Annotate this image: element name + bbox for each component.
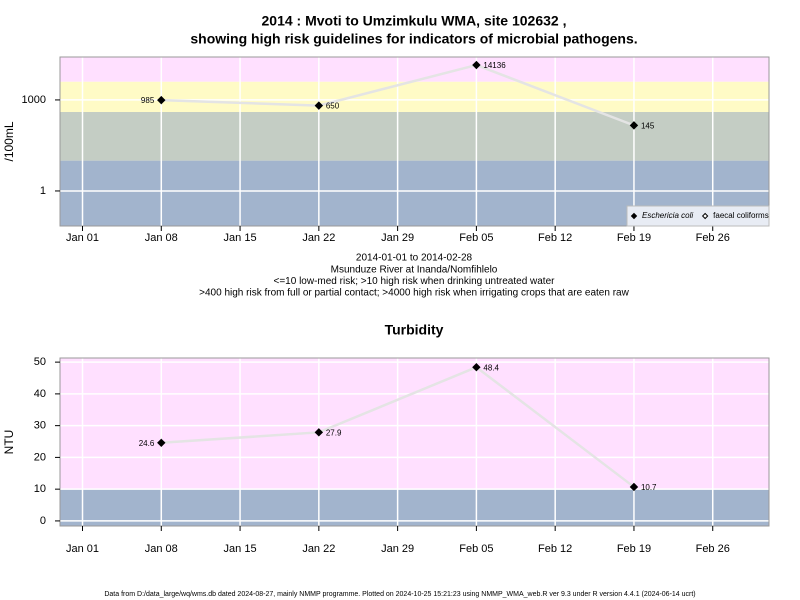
x-tick-label: Feb 19 xyxy=(617,232,651,244)
risk-band xyxy=(60,112,769,161)
x-tick-label: Jan 15 xyxy=(224,543,257,555)
data-label: 24.6 xyxy=(139,439,155,448)
y-tick-label: 50 xyxy=(34,356,46,368)
data-point xyxy=(629,482,639,492)
y-tick-label: 40 xyxy=(34,388,46,400)
series-line xyxy=(161,365,635,488)
x-tick-label: Jan 08 xyxy=(145,232,178,244)
data-label: 14136 xyxy=(483,61,506,70)
x-tick-label: Feb 26 xyxy=(696,232,730,244)
y-tick-label: 10 xyxy=(34,483,46,495)
plot-border xyxy=(59,56,770,227)
data-point xyxy=(314,101,324,110)
data-point xyxy=(472,60,481,70)
risk-band xyxy=(60,358,769,490)
footer: Data from D:/data_large/wq/wms.db dated … xyxy=(104,591,695,598)
data-label: 48.4 xyxy=(483,363,499,372)
plot-area xyxy=(60,358,769,526)
chart-note: <=10 low-med risk; >10 high risk when dr… xyxy=(274,276,556,287)
legend-label: faecal coliforms xyxy=(713,211,769,220)
y-axis-label: NTU xyxy=(2,430,16,455)
x-tick-label: Jan 15 xyxy=(224,232,257,244)
data-point xyxy=(629,121,639,130)
data-point xyxy=(157,95,166,105)
plot-border xyxy=(59,357,770,527)
x-tick-label: Jan 22 xyxy=(302,543,335,555)
x-tick-label: Jan 01 xyxy=(66,543,99,555)
data-point xyxy=(314,428,324,437)
x-tick-label: Jan 29 xyxy=(381,232,414,244)
legend-box xyxy=(626,205,770,227)
data-label: 145 xyxy=(641,121,655,130)
data-point xyxy=(157,438,166,448)
x-tick-label: Feb 05 xyxy=(459,543,493,555)
data-label: 10.7 xyxy=(641,483,657,492)
chart-title: 2014 : Mvoti to Umzimkulu WMA, site 1026… xyxy=(262,13,567,29)
x-tick-label: Feb 19 xyxy=(617,543,651,555)
data-point xyxy=(472,363,481,372)
x-tick-label: Jan 22 xyxy=(302,232,335,244)
risk-band xyxy=(60,57,769,82)
x-tick-label: Feb 26 xyxy=(696,543,730,555)
x-tick-label: Feb 05 xyxy=(459,232,493,244)
y-axis-label: /100mL xyxy=(2,121,16,161)
data-label: 985 xyxy=(141,96,155,105)
risk-band xyxy=(60,489,769,526)
legend-label: Eschericia coli xyxy=(642,211,693,220)
chart-note: Msunduze River at Inanda/Nomfihlelo xyxy=(331,264,498,275)
x-tick-label: Feb 12 xyxy=(538,232,572,244)
chart-note: >400 high risk from full or partial cont… xyxy=(199,288,629,299)
x-tick-label: Jan 08 xyxy=(145,543,178,555)
y-tick-label: 0 xyxy=(40,515,46,527)
y-tick-label: 1000 xyxy=(22,94,46,106)
y-tick-label: 30 xyxy=(34,420,46,432)
plot-area xyxy=(60,57,769,226)
x-tick-label: Feb 12 xyxy=(538,543,572,555)
y-tick-label: 1 xyxy=(40,185,46,197)
chart-title: showing high risk guidelines for indicat… xyxy=(190,31,637,47)
legend-marker xyxy=(630,212,638,220)
data-label: 650 xyxy=(326,102,340,111)
legend-marker xyxy=(701,212,709,220)
chart-title: Turbidity xyxy=(385,322,444,338)
x-tick-label: Jan 01 xyxy=(66,232,99,244)
data-label: 27.9 xyxy=(326,428,342,437)
y-tick-label: 20 xyxy=(34,451,46,463)
risk-band xyxy=(60,81,769,113)
chart-note: 2014-01-01 to 2014-02-28 xyxy=(356,253,473,264)
series-line xyxy=(161,63,635,127)
x-tick-label: Jan 29 xyxy=(381,543,414,555)
